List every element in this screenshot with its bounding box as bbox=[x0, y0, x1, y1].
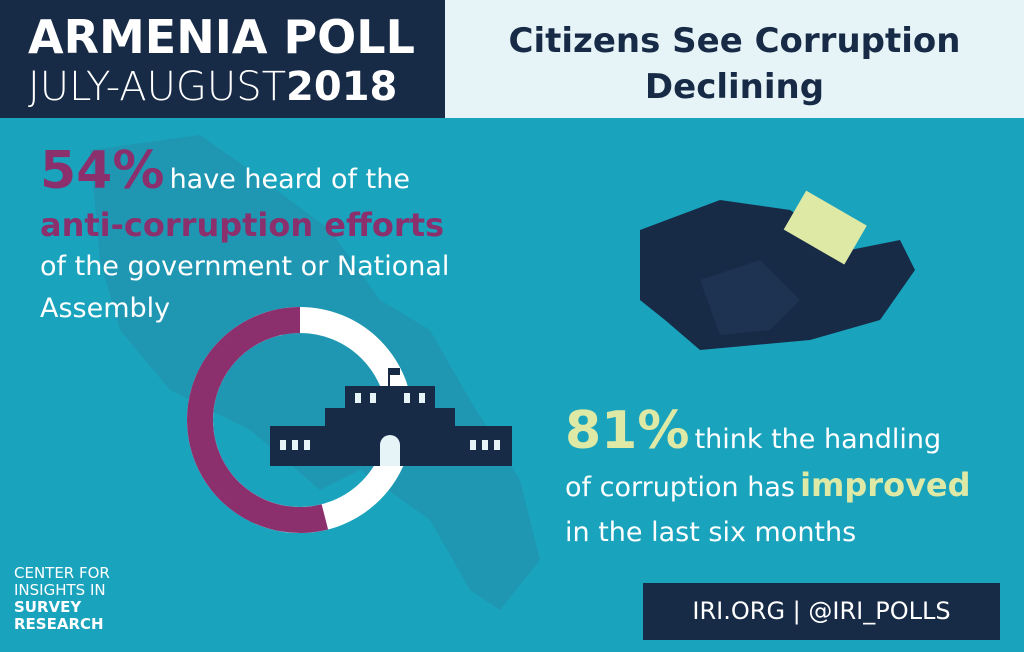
stat2-text: think the handling bbox=[694, 424, 942, 455]
headline-box bbox=[445, 0, 1024, 118]
period: JULY-AUGUST bbox=[28, 64, 287, 110]
stat1-text: Assembly bbox=[40, 293, 171, 324]
map-shape bbox=[90, 135, 540, 610]
stat2-text: improved bbox=[800, 466, 971, 504]
logo-line: INSIGHTS IN bbox=[14, 581, 106, 599]
stat1-text: have heard of the bbox=[169, 164, 410, 195]
title: ARMENIA POLL bbox=[28, 10, 415, 64]
stat2-text: of corruption has bbox=[565, 472, 795, 503]
stat1-text: anti-corruption efforts bbox=[40, 206, 445, 244]
stat2-text: in the last six months bbox=[565, 517, 857, 548]
donut-arc bbox=[187, 307, 329, 533]
subtitle: JULY-AUGUST2018 bbox=[28, 64, 397, 110]
stat1: 54% have heard of the anti-corruption ef… bbox=[40, 145, 450, 330]
footer: IRI.ORG | @IRI_POLLS bbox=[643, 583, 1000, 640]
stat2-value: 81% bbox=[565, 401, 690, 461]
logo: CENTER FOR INSIGHTS IN SURVEY RESEARCH bbox=[14, 565, 110, 633]
stat1-value: 54% bbox=[40, 141, 165, 201]
stat2: 81% think the handling of corruption has… bbox=[565, 405, 971, 554]
headline: Citizens See Corruption Declining bbox=[445, 18, 1024, 110]
building-windows bbox=[280, 393, 500, 466]
headline-line: Citizens See Corruption bbox=[508, 21, 961, 61]
stat1-text: of the government or National bbox=[40, 251, 450, 282]
header-box bbox=[0, 0, 445, 118]
handshake-icon bbox=[640, 190, 915, 350]
headline-line: Declining bbox=[644, 67, 825, 107]
year: 2018 bbox=[286, 64, 398, 110]
logo-line: CENTER FOR bbox=[14, 564, 110, 582]
logo-line: SURVEY bbox=[14, 598, 82, 616]
logo-line: RESEARCH bbox=[14, 615, 104, 633]
